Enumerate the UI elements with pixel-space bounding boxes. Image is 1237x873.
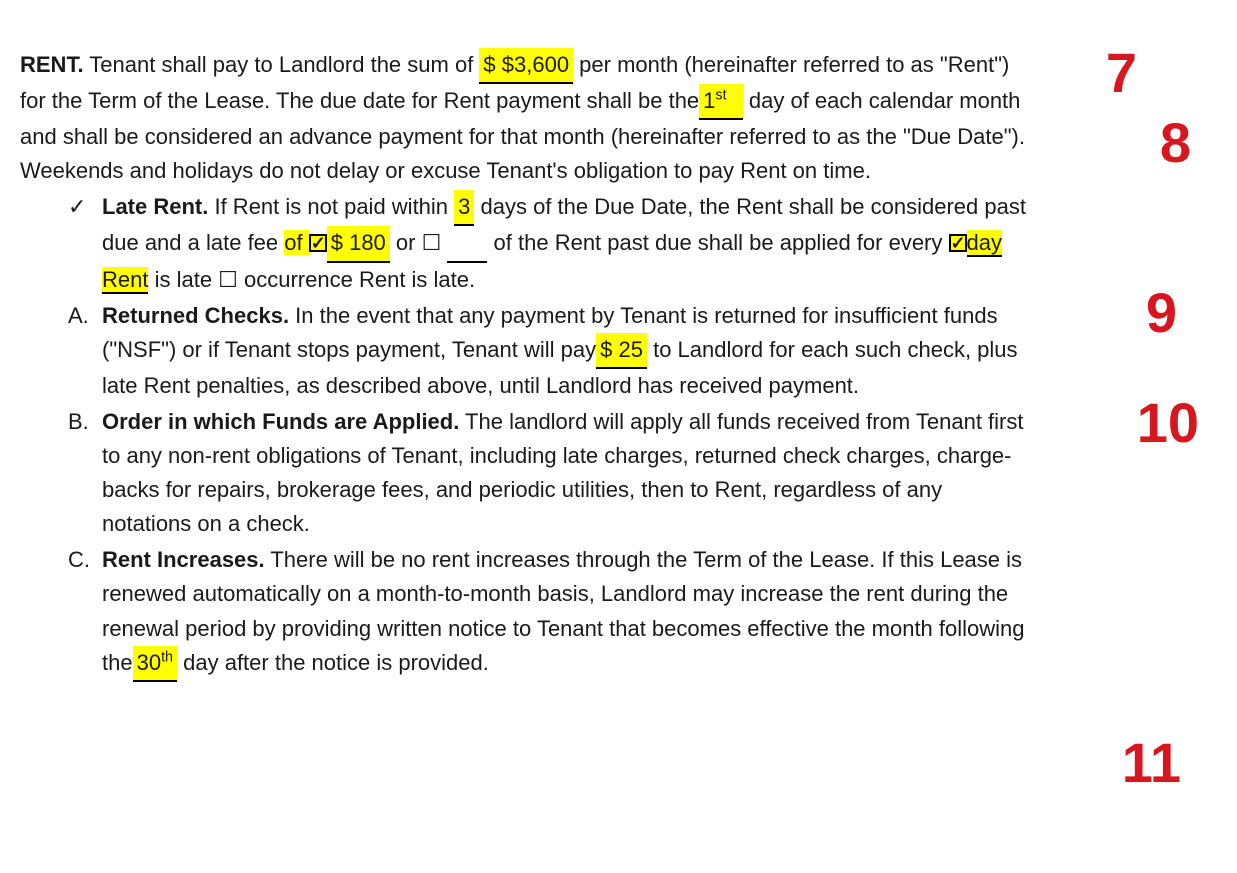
- per-day-checkbox[interactable]: [949, 234, 967, 252]
- rent-amount-field[interactable]: $ $3,600: [479, 48, 573, 84]
- rent-increases-heading: Rent Increases.: [102, 547, 265, 572]
- late-rent-item: ✓ Late Rent. If Rent is not paid within …: [20, 190, 1030, 296]
- due-day-suffix: st: [715, 88, 726, 104]
- annotation-8: 8: [1160, 100, 1191, 187]
- rent-heading: RENT.: [20, 52, 84, 77]
- of-highlight: of: [284, 230, 308, 255]
- grace-days-field[interactable]: 3: [454, 190, 474, 226]
- rent-sub-list: ✓ Late Rent. If Rent is not paid within …: [20, 190, 1030, 681]
- due-day-value: 1: [703, 88, 715, 113]
- marker-a: A.: [68, 299, 92, 403]
- notice-days-field[interactable]: 30th: [133, 646, 177, 682]
- rent-text-1: Tenant shall pay to Landlord the sum of: [84, 52, 480, 77]
- nsf-fee-field[interactable]: $ 25: [596, 333, 647, 369]
- annotation-7: 7: [1106, 30, 1137, 117]
- late-rent-text-5: is late ☐ occurrence Rent is late.: [148, 267, 475, 292]
- rent-increases-text-2: day after the notice is provided.: [177, 650, 489, 675]
- notice-days-suffix: th: [161, 649, 173, 665]
- late-rent-heading: Late Rent.: [102, 194, 208, 219]
- returned-checks-item: A. Returned Checks. In the event that an…: [20, 299, 1030, 403]
- late-rent-text-3: or ☐: [390, 230, 448, 255]
- checkmark-icon: ✓: [68, 190, 92, 296]
- due-day-field[interactable]: 1st: [699, 84, 743, 120]
- notice-days-value: 30: [137, 650, 161, 675]
- rent-paragraph: RENT. Tenant shall pay to Landlord the s…: [20, 48, 1030, 188]
- annotation-11: 11: [1122, 720, 1181, 807]
- marker-c: C.: [68, 543, 92, 681]
- funds-applied-item: B. Order in which Funds are Applied. The…: [20, 405, 1030, 541]
- marker-b: B.: [68, 405, 92, 541]
- annotation-9: 9: [1146, 270, 1177, 357]
- returned-checks-heading: Returned Checks.: [102, 303, 289, 328]
- rent-increases-item: C. Rent Increases. There will be no rent…: [20, 543, 1030, 681]
- late-fee-amount-field[interactable]: $ 180: [327, 226, 390, 262]
- fee-fixed-checkbox[interactable]: [309, 234, 327, 252]
- late-rent-text-4: of the Rent past due shall be applied fo…: [487, 230, 948, 255]
- funds-applied-heading: Order in which Funds are Applied.: [102, 409, 459, 434]
- late-rent-text-1: If Rent is not paid within: [208, 194, 454, 219]
- annotation-10: 10: [1137, 380, 1199, 467]
- fee-percent-blank[interactable]: [447, 226, 487, 262]
